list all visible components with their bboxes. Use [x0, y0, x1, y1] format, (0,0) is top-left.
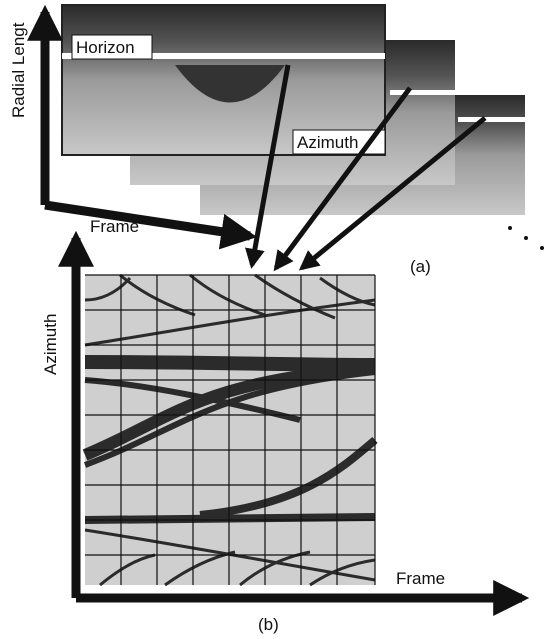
- plot: [85, 275, 375, 585]
- caption: (a): [410, 257, 431, 276]
- axis-label: Frame: [90, 217, 139, 236]
- axis-label: Radial Lengt: [9, 22, 28, 118]
- axis-label: Azimuth: [41, 314, 60, 375]
- figure: Horizon Azimuth Radial Lengt Frame (a): [0, 0, 549, 639]
- caption: (b): [258, 615, 279, 634]
- azimuth-label: Azimuth: [297, 133, 358, 152]
- frame-stack: [62, 5, 525, 215]
- horizon-line: [458, 117, 525, 122]
- axis-label: Frame: [396, 569, 445, 588]
- ellipsis: [508, 226, 544, 250]
- horizon-label: Horizon: [76, 38, 135, 57]
